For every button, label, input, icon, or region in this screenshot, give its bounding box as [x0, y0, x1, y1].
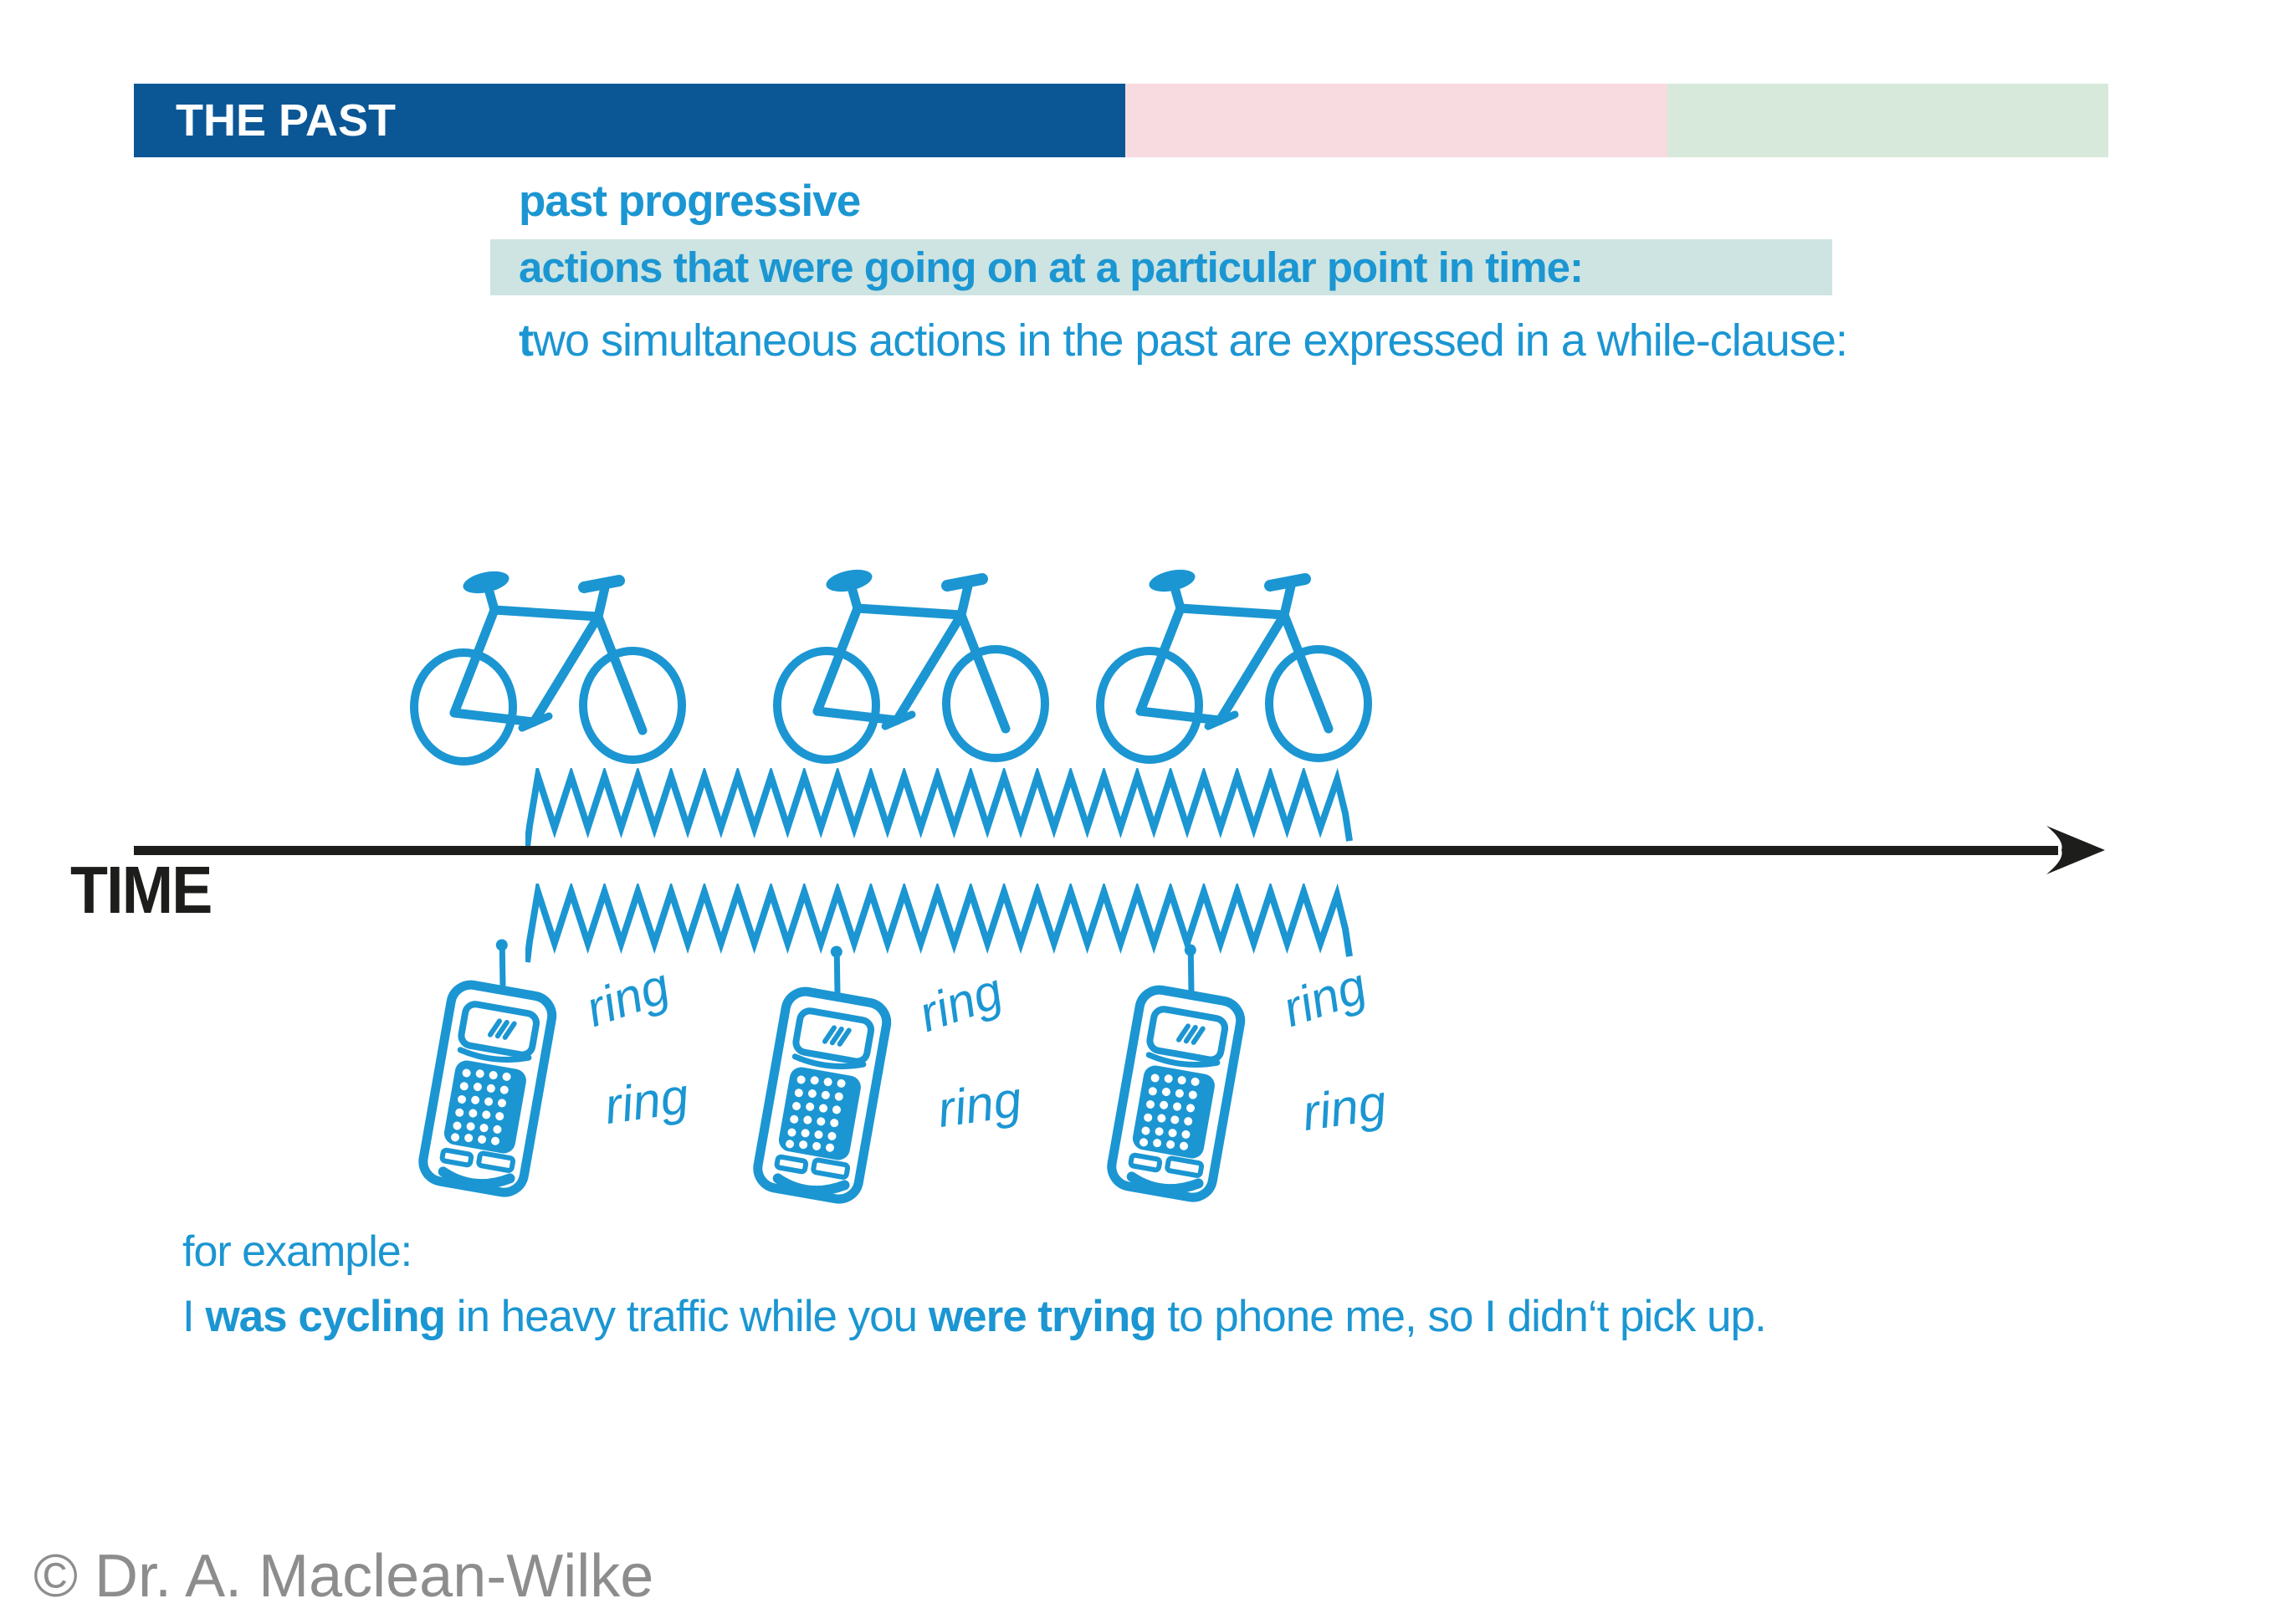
- example-sentence-part: to phone me, so I didn‘t pick up.: [1155, 1292, 1766, 1341]
- subtitle-past-progressive: past progressive: [519, 177, 861, 226]
- page-title: THE PAST: [176, 95, 397, 146]
- mobile-phone-icon: [749, 945, 941, 1222]
- zigzag-duration-top-icon: [525, 768, 1354, 851]
- while-clause-rule-rest: wo simultaneous actions in the past are …: [532, 315, 1848, 366]
- bicycle-icon: [771, 567, 1052, 764]
- time-axis-line: [134, 846, 2058, 855]
- ring-label: ring: [601, 1067, 692, 1135]
- highlighted-rule-text: actions that were going on at a particul…: [519, 243, 1584, 291]
- highlighted-rule-box: actions that were going on at a particul…: [490, 239, 1832, 295]
- ring-label: ring: [1298, 1073, 1390, 1142]
- header-segment-blue: THE PAST: [134, 84, 1125, 157]
- ring-label: ring: [934, 1070, 1025, 1139]
- time-axis-arrowhead-icon: [2046, 826, 2105, 874]
- example-sentence-part: I: [182, 1292, 206, 1341]
- example-lead-in: for example:: [182, 1227, 412, 1276]
- while-clause-rule: two simultaneous actions in the past are…: [519, 315, 1848, 366]
- example-sentence-part-bold: were trying: [928, 1292, 1157, 1341]
- example-sentence-part: in heavy traffic while you: [444, 1292, 929, 1341]
- mobile-phone-icon: [1103, 944, 1295, 1220]
- header-segment-pink: [1125, 84, 1667, 157]
- header-bar: THE PAST: [134, 84, 2108, 157]
- bicycle-icon: [1094, 567, 1375, 764]
- example-sentence: I was cycling in heavy traffic while you…: [182, 1291, 1767, 1342]
- time-axis-label: TIME: [70, 853, 213, 927]
- copyright-notice: © Dr. A. Maclean-Wilke: [33, 1543, 654, 1610]
- bicycle-icon: [408, 569, 689, 766]
- example-sentence-part-bold: was cycling: [205, 1292, 446, 1341]
- header-segment-green: [1667, 84, 2108, 157]
- while-clause-rule-bold-initial: t: [519, 315, 534, 366]
- mobile-phone-icon: [414, 939, 607, 1215]
